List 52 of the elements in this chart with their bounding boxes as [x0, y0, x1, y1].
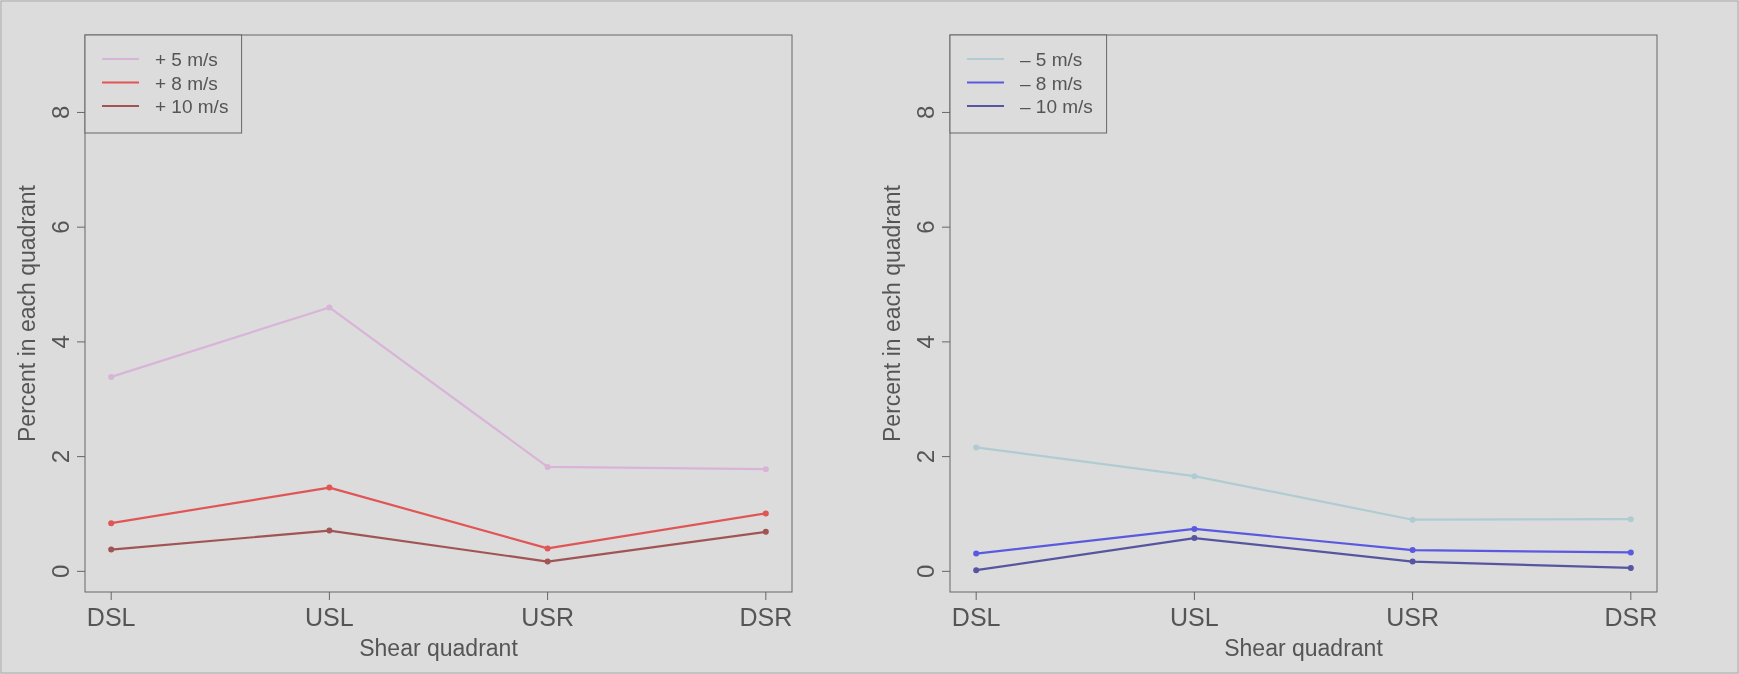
- y-tick-label: 8: [47, 105, 74, 120]
- x-tick-label: DSL: [951, 603, 1001, 631]
- x-axis-title: Shear quadrant: [1224, 635, 1384, 661]
- legend-label: – 5 m/s: [1020, 49, 1083, 70]
- y-axis-title: Percent in each quadrant: [14, 184, 40, 443]
- legend-label: + 8 m/s: [155, 72, 218, 94]
- legend-label: – 10 m/s: [1020, 96, 1093, 117]
- point: [1627, 516, 1634, 523]
- point: [544, 558, 551, 565]
- x-tick-label: DSR: [739, 603, 793, 631]
- point: [762, 528, 769, 535]
- y-tick-label: 8: [912, 105, 939, 120]
- point: [762, 466, 769, 473]
- point: [762, 510, 769, 517]
- point: [544, 463, 551, 470]
- x-tick-label: USR: [1386, 603, 1439, 631]
- y-tick-label: 2: [912, 449, 939, 464]
- x-tick-label: DSR: [1604, 603, 1658, 631]
- point: [973, 567, 980, 574]
- point: [973, 550, 980, 557]
- point: [1191, 535, 1198, 542]
- point: [326, 304, 333, 311]
- y-axis-title: Percent in each quadrant: [879, 184, 905, 443]
- legend-label: – 8 m/s: [1020, 72, 1083, 94]
- point: [1627, 564, 1634, 571]
- y-tick-label: 0: [912, 564, 939, 579]
- point: [108, 546, 115, 553]
- point: [1191, 525, 1198, 532]
- point: [326, 484, 333, 491]
- point: [1627, 549, 1634, 556]
- point: [326, 527, 333, 534]
- x-tick-label: USL: [305, 603, 354, 631]
- y-tick-label: 6: [912, 220, 939, 234]
- point: [1409, 558, 1416, 565]
- y-tick-label: 4: [47, 335, 74, 349]
- point: [544, 545, 551, 552]
- point: [108, 373, 115, 380]
- point: [1191, 473, 1198, 480]
- legend-label: + 10 m/s: [155, 96, 229, 117]
- point: [973, 444, 980, 451]
- y-tick-label: 2: [47, 449, 74, 464]
- x-axis-title: Shear quadrant: [359, 635, 519, 661]
- point: [1409, 547, 1416, 554]
- y-tick-label: 6: [47, 220, 74, 234]
- y-tick-label: 0: [47, 564, 74, 579]
- x-tick-label: USR: [521, 603, 574, 631]
- legend-label: + 5 m/s: [155, 49, 218, 70]
- x-tick-label: USL: [1170, 603, 1219, 631]
- point: [108, 520, 115, 527]
- y-tick-label: 4: [912, 335, 939, 349]
- x-tick-label: DSL: [86, 603, 136, 631]
- point: [1409, 516, 1416, 523]
